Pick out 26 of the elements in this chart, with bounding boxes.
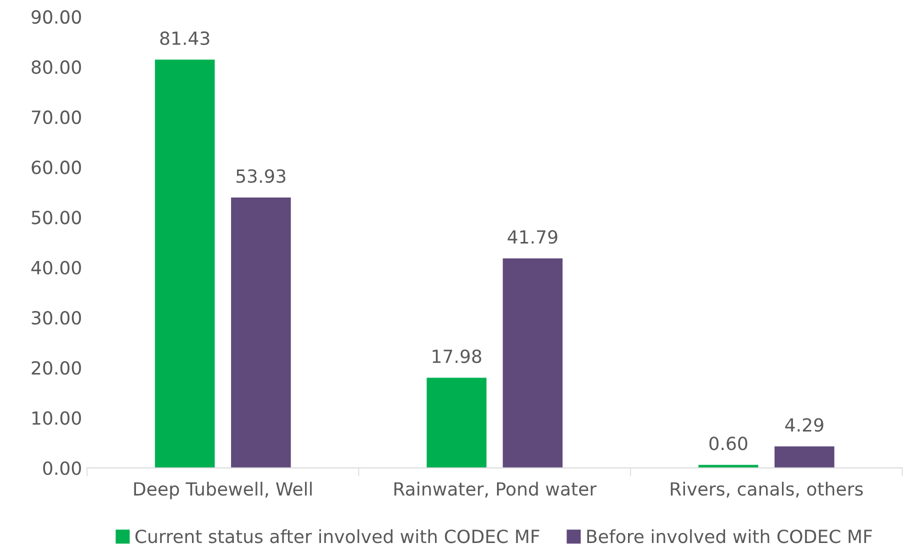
data-label: 0.60	[709, 436, 748, 450]
y-tick-label: 70.00	[32, 110, 81, 124]
y-tick-label: 60.00	[32, 160, 81, 174]
data-label: 81.43	[160, 31, 210, 46]
x-tick-label: Rainwater, Pond water	[394, 482, 597, 498]
y-tick-label: 10.00	[32, 411, 81, 425]
y-tick-label: 50.00	[32, 210, 81, 224]
x-tick-label: Rivers, canals, others	[670, 482, 863, 498]
y-tick-label: 0.00	[43, 461, 81, 475]
data-label: 4.29	[785, 418, 824, 432]
y-tick-label: 40.00	[31, 260, 81, 274]
data-label: 53.93	[236, 169, 286, 183]
legend-label: Current status after involved with CODEC MF	[135, 529, 540, 544]
y-tick-label: 90.00	[32, 10, 81, 24]
bar	[502, 258, 563, 468]
bar	[154, 60, 215, 468]
y-tick-label: 80.00	[32, 60, 81, 74]
bar	[231, 198, 291, 468]
data-label: 17.98	[432, 349, 482, 364]
bar	[426, 378, 486, 468]
x-tick-label: Deep Tubewell, Well	[134, 482, 312, 500]
legend-label: Before involved with CODEC MF	[587, 529, 872, 544]
y-tick-label: 30.00	[32, 310, 81, 325]
data-label: 41.79	[508, 230, 558, 244]
bar	[774, 446, 834, 468]
y-tick-label: 20.00	[32, 361, 81, 375]
